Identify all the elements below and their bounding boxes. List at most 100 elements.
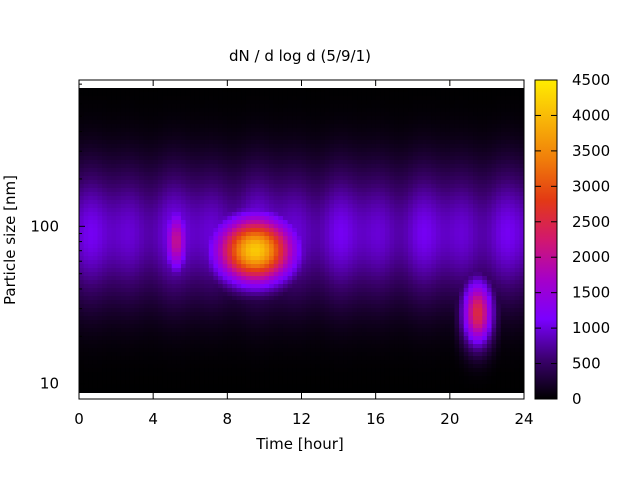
heatmap-cell <box>259 172 266 177</box>
heatmap-cell <box>162 184 168 189</box>
heatmap-cell <box>106 180 113 185</box>
heatmap-cell <box>190 372 196 377</box>
heatmap-cell <box>324 244 330 249</box>
heatmap-cell <box>241 172 247 177</box>
heatmap-cell <box>357 152 363 157</box>
heatmap-cell <box>366 308 372 313</box>
heatmap-cell <box>227 184 233 189</box>
heatmap-cell <box>204 152 210 157</box>
heatmap-cell <box>92 220 99 225</box>
heatmap-cell <box>292 164 298 169</box>
heatmap-cell <box>343 292 349 297</box>
heatmap-cell <box>296 368 303 373</box>
heatmap-cell <box>264 252 270 257</box>
heatmap-cell <box>218 252 224 257</box>
heatmap-cell <box>185 156 191 161</box>
heatmap-cell <box>227 244 233 249</box>
heatmap-cell <box>190 128 196 133</box>
heatmap-cell <box>143 200 150 205</box>
heatmap-cell <box>125 264 131 269</box>
heatmap-cell <box>153 368 159 373</box>
heatmap-cell <box>301 308 307 313</box>
heatmap-cell <box>371 220 377 225</box>
heatmap-cell <box>250 120 256 125</box>
heatmap-cell <box>264 168 270 173</box>
heatmap-cell <box>361 300 367 305</box>
heatmap-cell <box>301 252 307 257</box>
heatmap-cell <box>199 200 205 205</box>
heatmap-cell <box>102 204 108 209</box>
heatmap-cell <box>227 360 233 365</box>
heatmap-cell <box>296 300 303 305</box>
heatmap-cell <box>361 216 367 221</box>
heatmap-cell <box>357 380 363 385</box>
heatmap-cell <box>343 116 349 121</box>
heatmap-cell <box>269 388 275 393</box>
heatmap-cell <box>139 320 145 325</box>
heatmap-cell <box>171 220 177 225</box>
heatmap-cell <box>264 324 270 329</box>
heatmap-cell <box>213 328 219 333</box>
heatmap-cell <box>333 152 340 157</box>
heatmap-cell <box>194 372 201 377</box>
heatmap-cell <box>106 320 113 325</box>
heatmap-cell <box>134 208 140 213</box>
heatmap-cell <box>315 176 321 181</box>
heatmap-cell <box>92 108 99 113</box>
heatmap-cell <box>92 212 99 217</box>
heatmap-cell <box>255 116 261 121</box>
heatmap-cell <box>79 148 85 153</box>
heatmap-cell <box>92 256 99 261</box>
heatmap-cell <box>371 224 377 229</box>
heatmap-cell <box>222 256 228 261</box>
heatmap-cell <box>352 372 358 377</box>
heatmap-cell <box>324 332 330 337</box>
heatmap-cell <box>375 232 381 237</box>
heatmap-cell <box>292 176 298 181</box>
heatmap-cell <box>250 96 256 101</box>
heatmap-cell <box>227 332 233 337</box>
heatmap-cell <box>324 388 330 393</box>
heatmap-cell <box>241 168 247 173</box>
heatmap-cell <box>125 164 131 169</box>
heatmap-cell <box>213 204 219 209</box>
heatmap-cell <box>310 232 317 237</box>
heatmap-cell <box>310 376 317 381</box>
heatmap-cell <box>273 136 279 141</box>
heatmap-cell <box>278 264 284 269</box>
heatmap-cell <box>245 208 252 213</box>
heatmap-cell <box>352 388 358 393</box>
heatmap-cell <box>171 164 177 169</box>
heatmap-cell <box>157 292 164 297</box>
heatmap-cell <box>245 288 252 293</box>
heatmap-cell <box>310 116 317 121</box>
heatmap-cell <box>102 168 108 173</box>
heatmap-cell <box>296 116 303 121</box>
heatmap-cell <box>204 364 210 369</box>
heatmap-cell <box>148 164 154 169</box>
heatmap-cell <box>180 344 187 349</box>
heatmap-cell <box>190 180 196 185</box>
heatmap-cell <box>361 120 367 125</box>
heatmap-cell <box>361 180 367 185</box>
heatmap-cell <box>245 384 252 389</box>
heatmap-cell <box>287 92 293 97</box>
heatmap-cell <box>167 148 173 153</box>
heatmap-cell <box>333 292 340 297</box>
heatmap-cell <box>320 316 326 321</box>
heatmap-cell <box>269 96 275 101</box>
heatmap-cell <box>250 104 256 109</box>
heatmap-cell <box>236 368 242 373</box>
heatmap-cell <box>218 376 224 381</box>
heatmap-cell <box>125 120 131 125</box>
heatmap-cell <box>120 100 126 105</box>
heatmap-cell <box>320 268 326 273</box>
heatmap-cell <box>361 212 367 217</box>
heatmap-cell <box>264 356 270 361</box>
heatmap-cell <box>180 352 187 357</box>
heatmap-cell <box>102 372 108 377</box>
heatmap-cell <box>245 176 252 181</box>
heatmap-cell <box>222 172 228 177</box>
heatmap-cell <box>310 180 317 185</box>
heatmap-cell <box>139 92 145 97</box>
